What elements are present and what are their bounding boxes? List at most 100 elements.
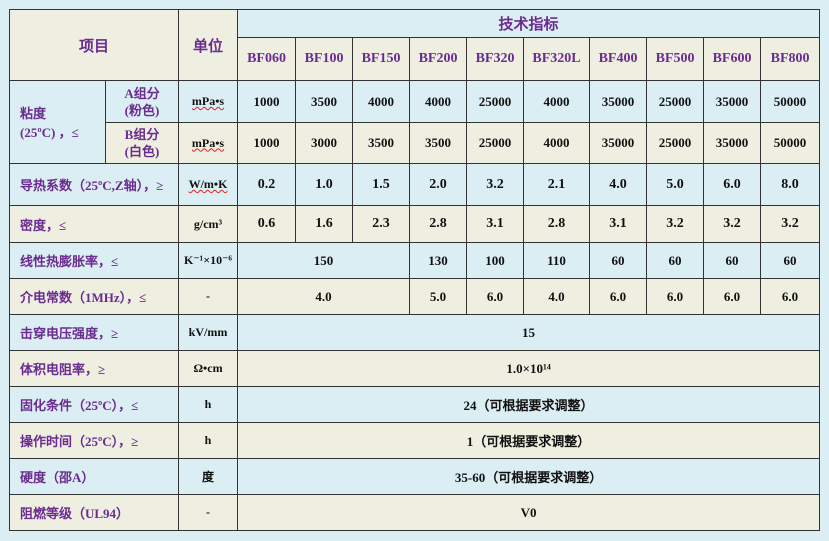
value-cell: 5.0 [409, 278, 468, 315]
value-cell: 100 [466, 242, 525, 279]
value-cell: 60 [760, 242, 821, 279]
unit-cell: mPa•s [178, 122, 239, 164]
unit-text: g/cm³ [193, 216, 223, 231]
unit-cell: - [178, 494, 239, 531]
row-label: 固化条件（25ºC），≤ [8, 386, 180, 423]
value-cell: 1（可根据要求调整） [237, 422, 821, 459]
value-cell: 2.0 [409, 163, 468, 206]
table-row: 操作时间（25ºC），≥ h 1（可根据要求调整） [8, 422, 821, 459]
value-cell: 0.2 [237, 163, 297, 206]
header-item: 项目 [8, 9, 180, 81]
unit-cell: 度 [178, 458, 239, 495]
unit-cell: W/m•K [178, 163, 239, 206]
value-cell: 3000 [295, 122, 354, 164]
row-label: 线性热膨胀率，≤ [8, 242, 180, 279]
value-cell: 35-60（可根据要求调整） [237, 458, 821, 495]
unit-text: - [206, 505, 211, 519]
value-cell: 1.6 [295, 205, 354, 243]
value-cell: 1.0 [295, 163, 354, 206]
unit-cell: g/cm³ [178, 205, 239, 243]
unit-cell: - [178, 278, 239, 315]
value-cell: 25000 [466, 122, 525, 164]
header-spec: 技术指标 [237, 9, 821, 38]
value-cell: 60 [589, 242, 648, 279]
value-cell: 4000 [523, 80, 591, 123]
model-header: BF100 [295, 37, 354, 81]
value-cell: 35000 [703, 122, 762, 164]
value-cell: 4000 [523, 122, 591, 164]
viscosity-label-condition: (25ºC) ，≤ [20, 125, 79, 140]
value-cell: 25000 [646, 122, 705, 164]
model-header: BF200 [409, 37, 468, 81]
value-cell: 4.0 [589, 163, 648, 206]
value-cell: 4.0 [523, 278, 591, 315]
table-row: 击穿电压强度，≥ kV/mm 15 [8, 314, 821, 351]
value-cell: V0 [237, 494, 821, 531]
row-label: 密度，≤ [8, 205, 180, 243]
value-cell: 6.0 [466, 278, 525, 315]
row-label: 硬度（邵A） [8, 458, 180, 495]
value-cell: 4.0 [237, 278, 411, 315]
unit-cell: mPa•s [178, 80, 239, 123]
value-cell: 6.0 [760, 278, 821, 315]
model-header: BF400 [589, 37, 648, 81]
value-cell: 6.0 [703, 278, 762, 315]
model-header: BF060 [237, 37, 297, 81]
row-label: 操作时间（25ºC），≥ [8, 422, 180, 459]
value-cell: 25000 [466, 80, 525, 123]
table-row: 介电常数（1MHz），≤ -4.0 5.0 6.0 4.0 6.0 6.0 6.0 6.0 [8, 278, 821, 315]
component-a-name: A组分 [124, 85, 160, 101]
value-cell: 110 [523, 242, 591, 279]
component-b-name: B组分 [124, 127, 160, 142]
row-label: 阻燃等级（UL94） [8, 494, 180, 531]
model-header: BF150 [352, 37, 411, 81]
value-cell: 6.0 [703, 163, 762, 206]
table-row: 固化条件（25ºC），≤ h 24（可根据要求调整） [8, 386, 821, 423]
unit-cell: Ω•cm [178, 350, 239, 387]
value-cell: 1000 [237, 80, 297, 123]
value-cell: 3.2 [646, 205, 705, 243]
value-cell: 60 [703, 242, 762, 279]
unit-text: h [204, 397, 212, 411]
model-header: BF500 [646, 37, 705, 81]
component-b: B组分 (白色) [104, 122, 180, 164]
value-cell: 1.5 [352, 163, 411, 206]
spec-table: 项目 单位 技术指标 BF060 BF100 BF150 BF200 BF320 BF32… [8, 9, 821, 531]
value-cell: 150 [237, 242, 411, 279]
value-cell: 2.8 [523, 205, 591, 243]
value-cell: 4000 [409, 80, 468, 123]
table-row: 导热系数（25ºC,Z轴），≥ W/m•K 0.2 1.0 1.5 2.0 3.2 2.1 4.… [8, 163, 821, 206]
viscosity-label-text: 粘度 [20, 106, 47, 121]
row-label: 介电常数（1MHz），≤ [8, 278, 180, 315]
value-cell: 35000 [589, 80, 648, 123]
table-row: 密度，≤ g/cm³ 0.6 1.6 2.3 2.8 3.1 2.8 3.1 3.2 3.2 3.2 [8, 205, 821, 243]
unit-cell: kV/mm [178, 314, 239, 351]
value-cell: 3.2 [703, 205, 762, 243]
value-cell: 1.0×10¹⁴ [237, 350, 821, 387]
value-cell: 1000 [237, 122, 297, 164]
value-cell: 60 [646, 242, 705, 279]
unit-text: - [206, 289, 211, 303]
header-unit: 单位 [178, 9, 239, 81]
viscosity-label: 粘度 (25ºC) ，≤ [9, 80, 106, 164]
row-label: 击穿电压强度，≥ [8, 314, 180, 351]
unit-text: kV/mm [188, 325, 228, 339]
value-cell: 5.0 [646, 163, 705, 206]
value-cell: 3500 [295, 80, 354, 123]
row-label: 体积电阻率，≥ [8, 350, 180, 387]
value-cell: 3500 [352, 122, 411, 164]
value-cell: 35000 [703, 80, 762, 123]
value-cell: 35000 [589, 122, 648, 164]
table-row: 体积电阻率，≥ Ω•cm 1.0×10¹⁴ [8, 350, 821, 387]
value-cell: 3.2 [760, 205, 821, 243]
component-a-color: (粉色) [124, 102, 160, 118]
model-header: BF320 [466, 37, 525, 81]
unit-text: mPa•s [191, 94, 225, 108]
value-cell: 50000 [760, 80, 821, 123]
value-cell: 50000 [760, 122, 821, 164]
unit-text: W/m•K [188, 177, 228, 191]
row-label: 导热系数（25ºC,Z轴），≥ [8, 163, 180, 206]
value-cell: 3.1 [466, 205, 525, 243]
model-header: BF800 [760, 37, 821, 81]
value-cell: 6.0 [646, 278, 705, 315]
